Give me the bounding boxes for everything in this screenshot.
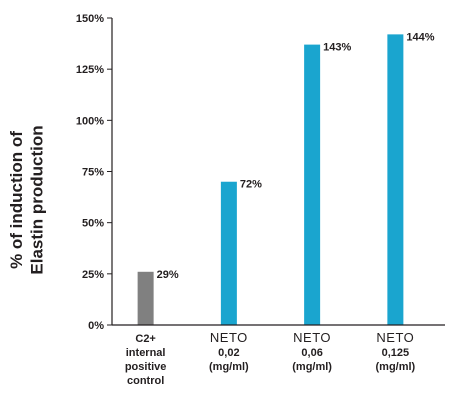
- category-labels: C2+ internal positive control NETO 0,02 (mg/ml…: [125, 330, 416, 387]
- category-label-line: 0,06: [301, 347, 322, 359]
- bar: [387, 34, 404, 326]
- category-label: NETO 0,02 (mg/ml): [209, 330, 249, 373]
- category-label-line: positive: [125, 361, 167, 373]
- category-label-line: 0,02: [218, 347, 239, 359]
- category-label-line: internal: [126, 347, 166, 359]
- y-tick-label: 25%: [82, 269, 104, 281]
- y-axis-label-line: % of induction of: [7, 131, 26, 269]
- bar: [220, 181, 237, 325]
- y-tick-label: 50%: [82, 218, 104, 230]
- category-label-line: (mg/ml): [376, 361, 416, 373]
- category-label: NETO 0,06 (mg/ml): [292, 330, 332, 373]
- y-tick-label: 0%: [88, 320, 104, 332]
- bar: [137, 271, 154, 325]
- y-ticks: 0% 25% 50% 75% 100% 125% 150%: [76, 13, 112, 332]
- bars: [137, 34, 404, 326]
- category-label: C2+ internal positive control: [125, 333, 167, 387]
- data-label: 29%: [157, 269, 179, 281]
- category-label-line: NETO: [210, 330, 248, 345]
- y-tick-label: 150%: [76, 13, 104, 25]
- category-label-line: NETO: [376, 330, 414, 345]
- category-label-line: C2+: [135, 333, 156, 345]
- y-axis-label-line: Elastin production: [27, 125, 46, 274]
- category-label-line: (mg/ml): [292, 361, 332, 373]
- data-labels: 29% 72% 143% 144%: [157, 31, 435, 280]
- data-label: 144%: [406, 31, 434, 43]
- category-label-line: (mg/ml): [209, 361, 249, 373]
- y-tick-label: 100%: [76, 115, 104, 127]
- y-axis-label: % of induction ofElastin production: [7, 125, 46, 274]
- category-label-line: control: [127, 375, 164, 387]
- category-label: NETO 0,125 (mg/ml): [376, 330, 416, 373]
- data-label: 72%: [240, 179, 262, 191]
- category-label-line: 0,125: [382, 347, 410, 359]
- data-label: 143%: [323, 42, 351, 54]
- y-tick-label: 125%: [76, 64, 104, 76]
- y-tick-label: 75%: [82, 167, 104, 179]
- category-label-line: NETO: [293, 330, 331, 345]
- bar: [304, 44, 321, 326]
